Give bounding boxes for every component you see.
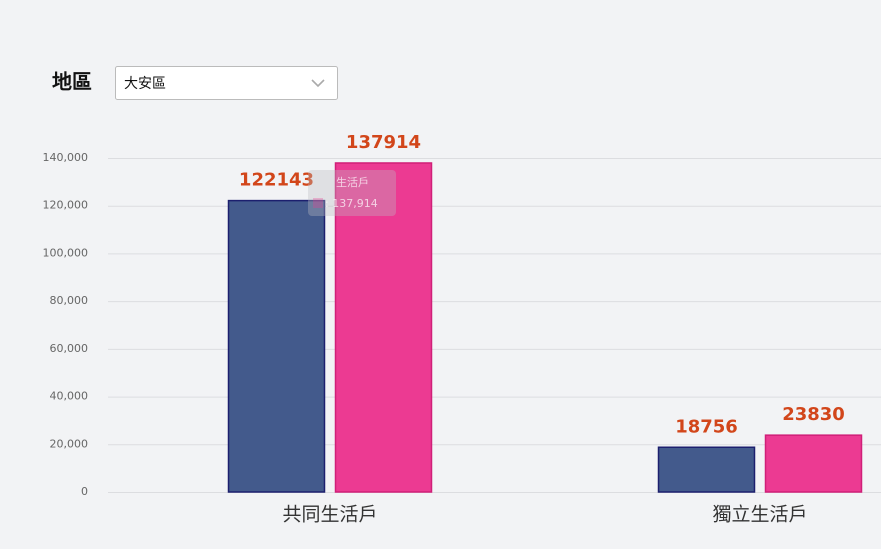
bar [227,199,326,493]
value-label: 137914 [346,132,421,153]
value-label: 122143 [239,170,314,191]
y-tick-label: 100,000 [43,246,89,259]
region-select[interactable]: 大安區 [115,66,338,100]
y-tick-label: 60,000 [50,342,89,355]
tooltip-title: 生活戶 [336,175,369,189]
value-label: 18756 [675,416,738,437]
y-tick-label: 80,000 [50,294,89,307]
bar [764,434,863,493]
value-label: 23830 [782,404,845,425]
y-tick-label: 40,000 [50,390,89,403]
select-box[interactable] [115,66,338,100]
bar [334,162,433,493]
tooltip-box [308,170,396,216]
select-value[interactable]: 大安區 [124,76,166,92]
x-tick-label: 共同生活戶 [282,504,377,526]
tooltip-swatch [313,198,323,208]
bar [657,446,756,493]
chevron[interactable] [311,79,325,88]
tooltip-text: : 137,914 [325,197,378,210]
y-tick-label: 120,000 [43,199,89,212]
filter-label: 地區 [52,70,92,94]
y-tick-label: 140,000 [43,151,89,164]
y-tick-label: 20,000 [50,437,89,450]
x-tick-label: 獨立生活戶 [712,504,807,526]
y-tick-label: 0 [81,485,88,498]
